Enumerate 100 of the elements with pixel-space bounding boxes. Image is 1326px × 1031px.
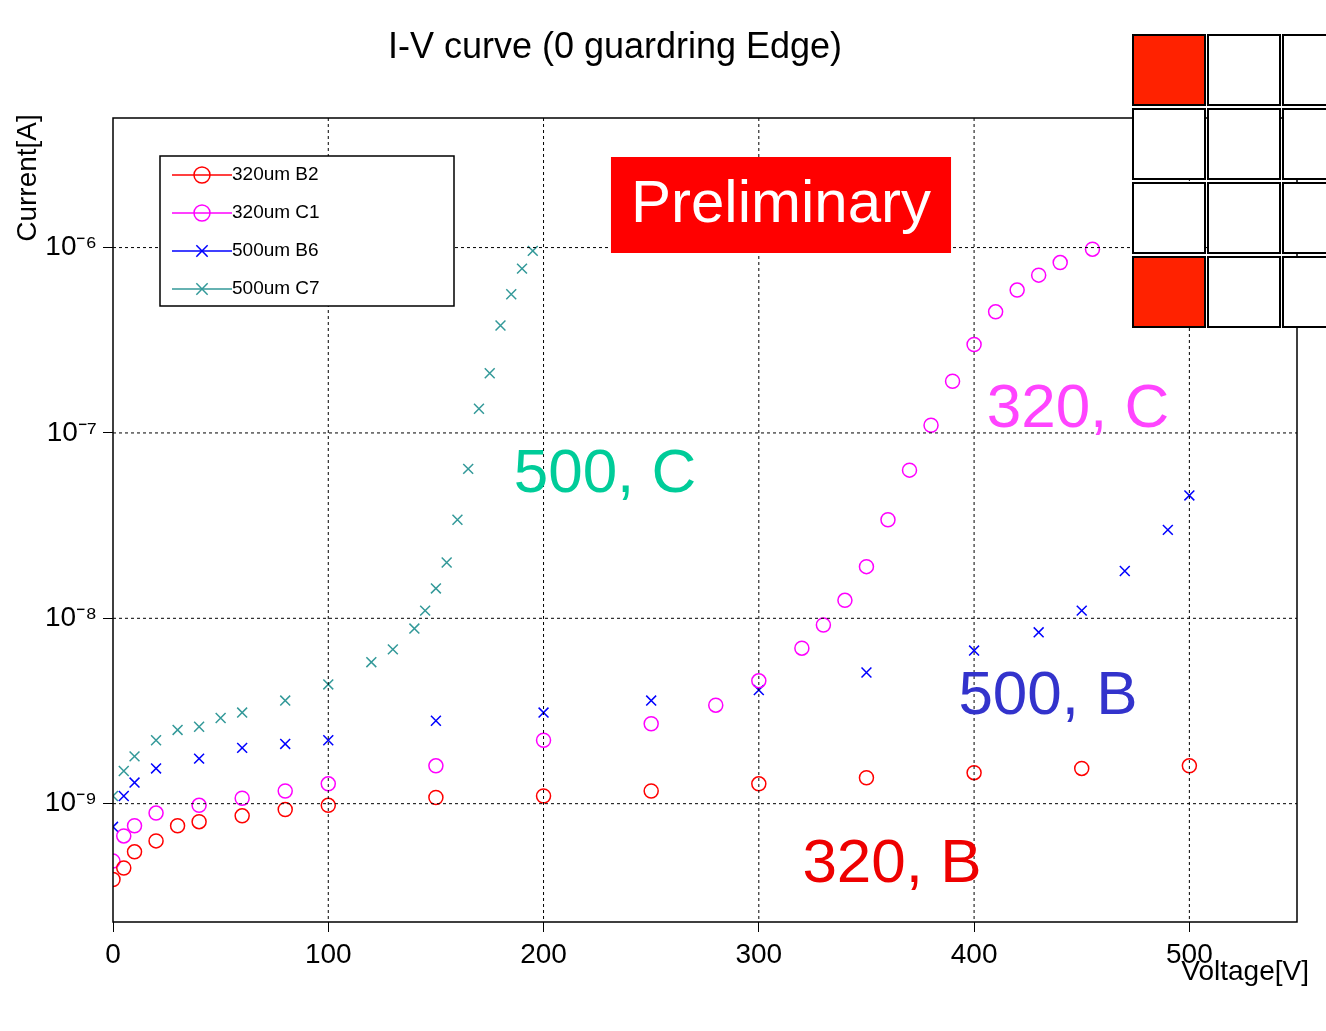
point — [236, 706, 248, 719]
x-tick-label: 100 — [304, 937, 352, 969]
point — [643, 715, 659, 732]
point — [430, 715, 442, 727]
point — [234, 790, 250, 806]
y-tick-label: 10⁻⁷ — [46, 415, 97, 447]
point — [753, 684, 765, 696]
point — [1076, 604, 1088, 617]
point — [277, 783, 293, 799]
point — [858, 558, 875, 575]
point — [537, 706, 550, 719]
point — [944, 373, 961, 390]
annotation: 500, C — [513, 436, 697, 506]
point — [751, 776, 767, 792]
point — [923, 417, 939, 434]
point — [751, 673, 767, 689]
point — [322, 678, 334, 691]
point — [535, 788, 552, 804]
point — [968, 644, 980, 657]
point — [1183, 489, 1196, 502]
point — [365, 656, 378, 668]
point — [430, 582, 442, 595]
point — [169, 818, 186, 834]
annotation: 500, B — [958, 658, 1138, 728]
point — [527, 245, 539, 257]
legend-label: 320um C1 — [232, 201, 320, 223]
point — [320, 797, 337, 814]
point — [1030, 267, 1047, 283]
point — [643, 783, 659, 799]
point — [966, 336, 982, 353]
point — [150, 762, 162, 775]
point — [1032, 626, 1045, 639]
point — [419, 604, 431, 617]
annotation: 320, B — [802, 826, 982, 896]
point — [116, 828, 132, 844]
y-tick-label: 10⁻⁹ — [44, 786, 97, 818]
point — [148, 805, 164, 821]
point — [494, 319, 507, 332]
point — [880, 512, 896, 528]
point — [277, 801, 293, 818]
point — [1009, 282, 1025, 298]
point — [1119, 565, 1131, 577]
legend-label: 500um C7 — [232, 277, 320, 299]
point — [279, 694, 291, 707]
point — [126, 844, 143, 860]
point — [837, 592, 853, 609]
point — [987, 304, 1004, 320]
point — [193, 752, 205, 765]
point — [387, 643, 399, 656]
point — [191, 797, 207, 814]
point — [193, 721, 205, 733]
y-axis-title: Current[A] — [10, 114, 42, 242]
point — [148, 833, 164, 849]
point — [118, 765, 130, 777]
point — [440, 556, 453, 569]
x-tick-label: 300 — [735, 937, 783, 969]
x-tick-label: 0 — [105, 937, 121, 969]
point — [1181, 758, 1198, 774]
x-tick-label: 200 — [520, 937, 567, 969]
point — [428, 758, 444, 774]
point — [1162, 524, 1174, 536]
point — [1052, 254, 1068, 271]
point — [966, 764, 982, 781]
point — [150, 734, 162, 746]
point — [118, 790, 130, 802]
point — [428, 789, 444, 806]
legend-label: 500um B6 — [232, 239, 319, 261]
point — [191, 813, 207, 830]
point — [320, 776, 337, 792]
point — [1084, 241, 1101, 257]
y-tick-label: 10⁻⁶ — [45, 230, 97, 262]
point — [858, 770, 875, 786]
point — [128, 750, 141, 763]
annotation: 320, C — [986, 371, 1170, 441]
point — [408, 622, 421, 635]
point — [214, 712, 227, 724]
point — [126, 818, 143, 834]
chart-title: I-V curve (0 guardring Edge) — [387, 24, 843, 66]
point — [794, 640, 810, 656]
point — [116, 860, 132, 876]
point — [505, 288, 517, 300]
point — [462, 463, 474, 475]
point — [484, 367, 496, 379]
point — [860, 666, 873, 679]
point — [234, 808, 250, 824]
point — [645, 694, 657, 707]
point — [535, 732, 552, 748]
annotation: Preliminary — [630, 167, 932, 235]
y-tick-label: 10⁻⁸ — [45, 601, 97, 633]
point — [279, 738, 291, 750]
point — [171, 724, 184, 736]
legend-label: 320um B2 — [232, 163, 319, 185]
point — [473, 403, 485, 415]
point — [322, 734, 334, 746]
x-tick-label: 400 — [950, 937, 998, 969]
point — [451, 514, 464, 526]
point — [708, 697, 724, 713]
point — [236, 742, 248, 754]
point — [1073, 760, 1090, 777]
point — [516, 262, 528, 275]
